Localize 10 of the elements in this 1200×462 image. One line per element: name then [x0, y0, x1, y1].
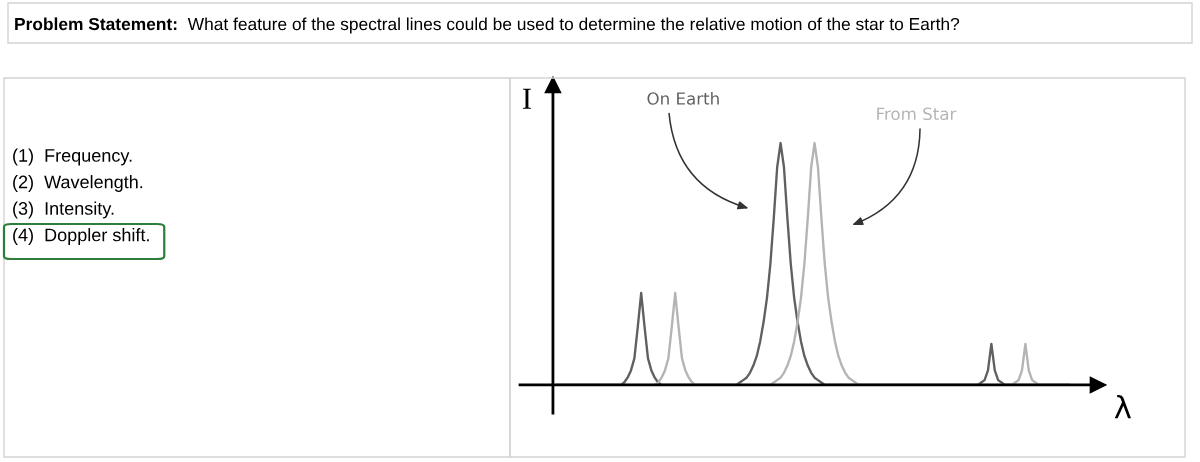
text: (1) Frequency.: [13, 148, 132, 166]
x-axis-title: λ: [1114, 394, 1131, 419]
chart-subtitle: What feature of the spectral lines could be used to determine the relative motion of the star to Earth?: [187, 17, 960, 34]
text: (4) Doppler shift.: [13, 228, 149, 245]
text: (2) Wavelength.: [13, 175, 143, 192]
text: From Star: [877, 107, 957, 121]
text: Problem Statement:: [15, 17, 177, 31]
text: On Earth: [647, 91, 719, 105]
text: (3) Intensity.: [13, 201, 114, 219]
y-axis-title: I: [522, 88, 531, 109]
